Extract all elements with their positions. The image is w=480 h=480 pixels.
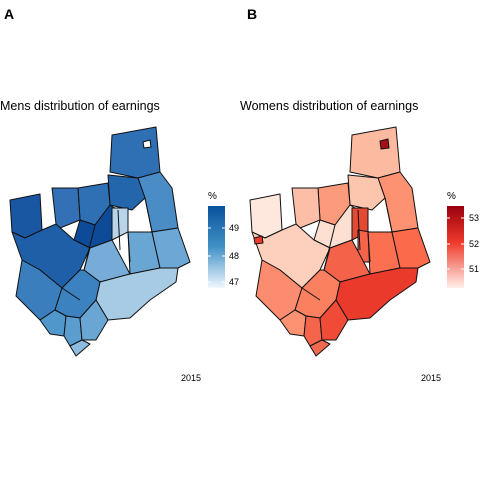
map-region [391, 227, 431, 269]
panel-b-legend-bar [447, 206, 464, 288]
panel-b-legend-ticks [447, 217, 464, 270]
map-region [109, 126, 161, 179]
panel-b-legend-tick: 52 [469, 239, 480, 249]
panel-a-caption: 2015 [181, 373, 202, 383]
panel-a-tag: A [4, 6, 15, 22]
panel-b-tag: B [247, 6, 258, 22]
map-region [349, 126, 401, 179]
map-region [309, 339, 331, 357]
men-earnings-map [9, 126, 191, 357]
map-region [51, 187, 81, 229]
map-region [377, 171, 419, 233]
map-region [69, 339, 91, 357]
panel-b-legend-tick: 51 [469, 264, 480, 274]
map-region [253, 235, 264, 245]
panel-a-title: Mens distribution of earnings [0, 99, 160, 113]
panel-b-legend-title: % [447, 191, 456, 202]
map-region [319, 299, 349, 341]
map-region [79, 299, 109, 341]
panel-a-legend-tick: 48 [229, 251, 240, 261]
map-region [137, 171, 179, 233]
panel-a-legend-title: % [208, 191, 217, 202]
panel-a-legend-tick: 49 [229, 223, 240, 233]
map-region [379, 138, 390, 150]
map-region [9, 193, 43, 239]
map-region [151, 227, 191, 269]
map-region [291, 187, 321, 229]
panel-b-caption: 2015 [421, 373, 442, 383]
panel-a-legend-tick: 47 [229, 277, 240, 287]
map-region [249, 193, 283, 239]
panel-b-title: Womens distribution of earnings [240, 99, 419, 113]
panel-b-legend-tick: 53 [469, 213, 480, 223]
map-region [111, 207, 129, 241]
women-earnings-map [249, 126, 431, 357]
panel-a-legend-ticks [208, 227, 225, 283]
panel-a-legend-bar [208, 206, 225, 288]
map-region [142, 139, 152, 149]
